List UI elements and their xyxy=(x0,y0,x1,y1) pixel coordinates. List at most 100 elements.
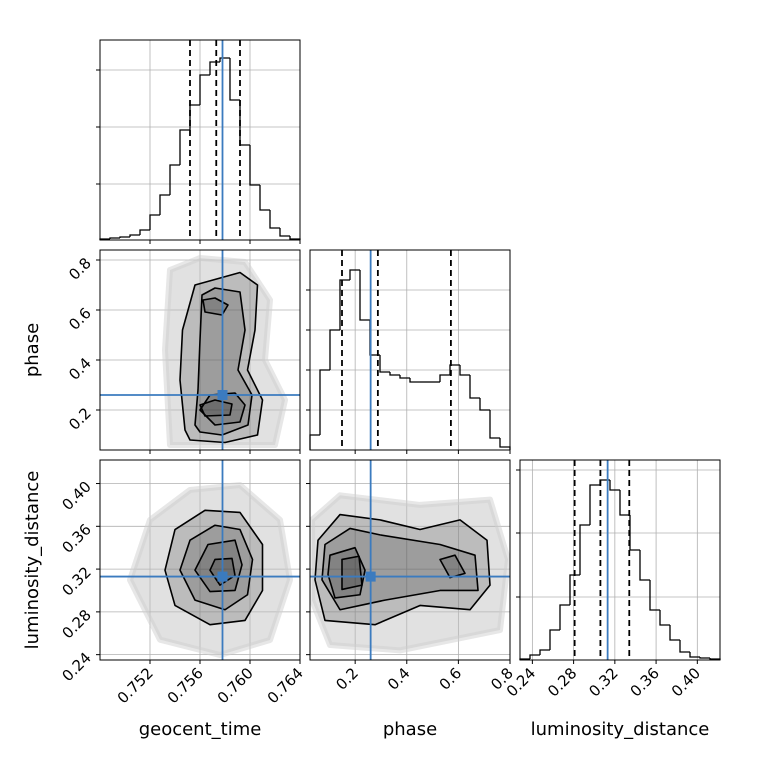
contour xyxy=(327,546,366,599)
x-tick-label: 0.40 xyxy=(668,664,704,700)
histogram-step xyxy=(539,649,550,655)
contour xyxy=(179,524,254,611)
histogram-step xyxy=(219,57,230,62)
sample-cloud xyxy=(310,492,510,654)
x-tick-label: 0.2 xyxy=(332,664,362,694)
histogram-step xyxy=(469,375,480,399)
histogram-step xyxy=(699,657,710,659)
histogram-step xyxy=(189,104,200,130)
panel-frame xyxy=(99,459,301,661)
histogram-step xyxy=(139,229,150,235)
histogram-step xyxy=(459,365,470,376)
histogram-step xyxy=(109,237,120,239)
histogram-step xyxy=(169,164,180,195)
contour xyxy=(341,555,363,591)
histogram-step xyxy=(119,236,130,238)
y-tick-label: 0.36 xyxy=(58,520,94,556)
histogram-step xyxy=(329,329,340,370)
histogram-step xyxy=(239,100,250,146)
histogram-step xyxy=(679,640,690,653)
histogram-step xyxy=(279,228,290,237)
x-axis-label: phase xyxy=(383,719,437,740)
histogram-step xyxy=(129,234,140,237)
histogram-step xyxy=(159,194,170,215)
histogram-step xyxy=(689,652,700,658)
y-tick-label: 0.24 xyxy=(58,649,94,685)
histogram-step xyxy=(449,364,460,375)
histogram-step xyxy=(609,480,620,491)
histogram-step xyxy=(479,398,490,411)
panel-frame xyxy=(309,249,511,451)
panel-frame xyxy=(519,459,721,661)
sample-cloud xyxy=(162,255,288,448)
histogram-step xyxy=(149,214,160,230)
y-tick-label: 0.40 xyxy=(58,478,94,514)
histogram-step xyxy=(659,610,670,626)
histogram-step xyxy=(309,434,320,450)
truth-marker xyxy=(217,571,228,582)
histogram-step xyxy=(569,574,580,605)
histogram-step xyxy=(629,515,640,551)
histogram-step xyxy=(179,129,190,165)
truth-marker xyxy=(365,571,376,582)
panel xyxy=(100,460,300,660)
panel xyxy=(310,460,510,660)
histogram-step xyxy=(249,145,260,186)
x-axis-label: geocent_time xyxy=(139,719,262,740)
panel-frame xyxy=(309,459,511,661)
histogram-step xyxy=(229,58,240,101)
x-axis-label: luminosity_distance xyxy=(531,719,710,740)
histogram-step xyxy=(209,61,220,75)
x-tick-label: 0.28 xyxy=(544,664,580,700)
histogram-step xyxy=(529,654,540,659)
y-tick-label: 0.4 xyxy=(65,354,95,384)
histogram-step xyxy=(389,372,400,376)
histogram-step xyxy=(669,625,680,641)
histogram-step xyxy=(489,410,500,439)
x-tick-label: 0.6 xyxy=(436,664,466,694)
x-tick-label: 0.752 xyxy=(114,664,157,707)
histogram-step xyxy=(559,604,570,630)
histogram-step xyxy=(259,185,270,211)
histogram-step xyxy=(199,74,210,105)
histogram-step xyxy=(339,279,350,330)
y-tick-label: 0.2 xyxy=(65,404,95,434)
histogram-step xyxy=(399,375,410,379)
histogram-step xyxy=(549,629,560,650)
histogram-step xyxy=(269,210,280,229)
panel xyxy=(100,250,300,450)
histogram-step xyxy=(289,236,301,240)
x-tick-label: 0.760 xyxy=(214,664,257,707)
histogram-step xyxy=(649,580,660,611)
x-tick-label: 0.32 xyxy=(585,664,621,700)
histogram-step xyxy=(439,374,450,382)
y-tick-label: 0.6 xyxy=(65,304,95,334)
histogram-step xyxy=(349,269,360,280)
x-tick-label: 0.36 xyxy=(627,664,663,700)
contour xyxy=(164,509,264,626)
panel-frame xyxy=(99,39,301,241)
contour xyxy=(439,554,466,579)
histogram-step xyxy=(499,438,511,450)
histogram-step xyxy=(319,369,330,435)
histogram-step xyxy=(579,524,590,575)
y-tick-label: 0.28 xyxy=(58,606,94,642)
contour xyxy=(199,399,233,417)
histogram-step xyxy=(359,270,370,321)
contour xyxy=(314,513,491,626)
y-axis-label: luminosity_distance xyxy=(22,471,43,650)
truth-marker xyxy=(217,390,228,400)
histogram-step xyxy=(409,378,420,383)
panel-frame xyxy=(99,249,301,451)
histogram-step xyxy=(639,550,650,581)
x-tick-label: 0.4 xyxy=(384,664,414,694)
y-axis-label: phase xyxy=(22,323,43,377)
x-tick-label: 0.764 xyxy=(264,664,307,707)
y-tick-label: 0.32 xyxy=(58,563,94,599)
histogram-step xyxy=(379,355,390,373)
histogram-step xyxy=(619,490,630,516)
y-tick-label: 0.8 xyxy=(65,254,95,284)
x-tick-label: 0.756 xyxy=(164,664,207,707)
histogram-step xyxy=(589,484,600,525)
